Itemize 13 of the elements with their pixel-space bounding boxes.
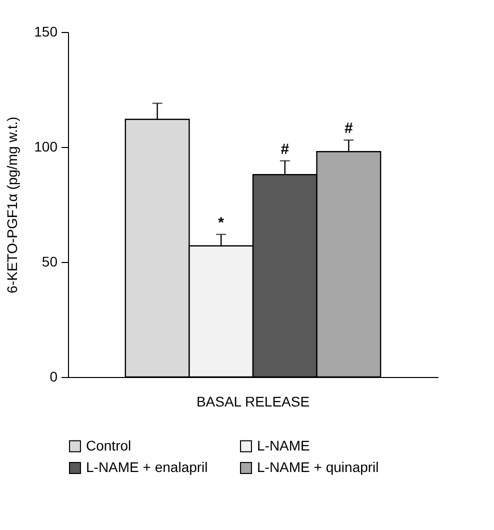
data-label: # bbox=[280, 140, 290, 158]
data-label: * bbox=[218, 214, 224, 232]
y-tick-label: 50 bbox=[42, 254, 58, 270]
y-tick-label: 100 bbox=[34, 138, 58, 154]
y-tick-label: 150 bbox=[34, 24, 58, 40]
legend-label: L-NAME + quinapril bbox=[257, 459, 379, 475]
y-axis-title: 6-KETO-PGF1α (pg/mg w.t.) bbox=[4, 116, 20, 294]
legend-label: L-NAME bbox=[257, 437, 310, 454]
legend-label: Control bbox=[86, 437, 132, 454]
y-tick-label: 0 bbox=[50, 368, 58, 384]
x-tick-label: BASAL RELEASE bbox=[196, 394, 310, 410]
data-label: # bbox=[344, 120, 354, 138]
legend-label: L-NAME + enalapril bbox=[86, 459, 208, 475]
